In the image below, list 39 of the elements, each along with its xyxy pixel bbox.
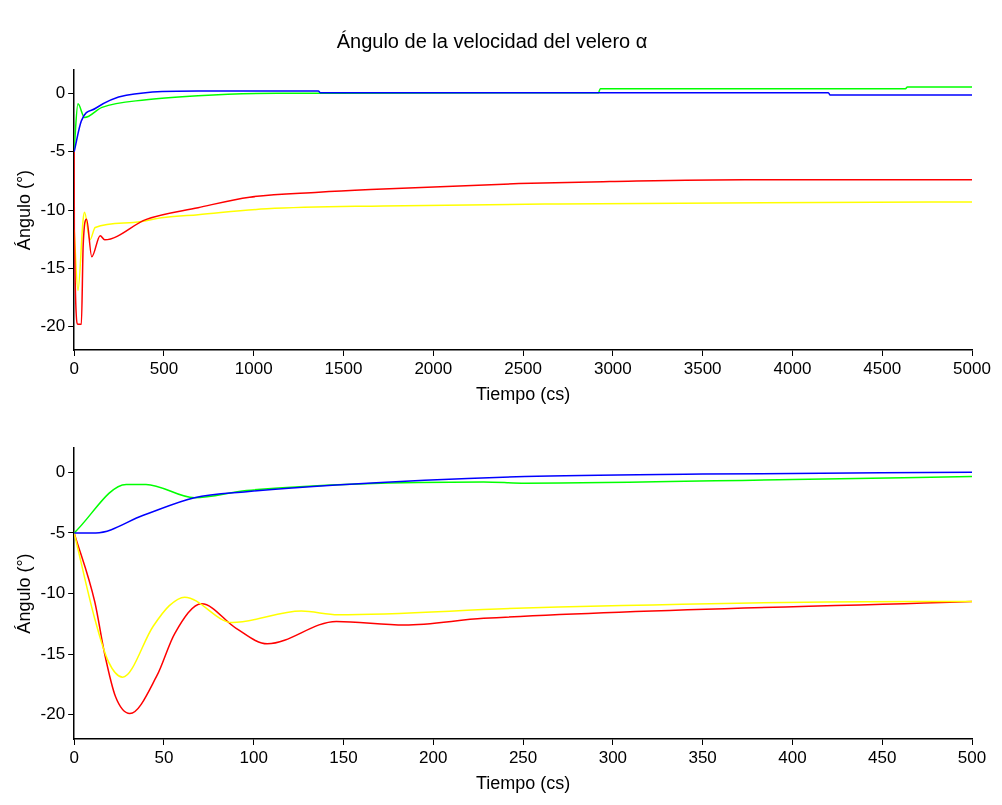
x-tick-label: 0 — [69, 358, 79, 378]
x-tick-label: 3500 — [683, 358, 722, 378]
x-tick-label: 150 — [329, 747, 358, 767]
x-tick-label: 2500 — [504, 358, 542, 378]
x-tick-label: 4500 — [863, 358, 902, 378]
x-tick-label: 450 — [868, 747, 897, 767]
x-tick-label: 200 — [419, 747, 448, 767]
x-tick-label: 3000 — [593, 358, 632, 378]
y-tick-label: -10 — [40, 583, 66, 603]
x-tick-label: 100 — [239, 747, 268, 767]
x-tick-label: 0 — [69, 747, 79, 767]
x-tick-label: 1000 — [234, 358, 273, 378]
x-tick-label: 500 — [149, 358, 179, 378]
line-series — [74, 532, 972, 678]
x-axis-title: Tiempo (cs) — [475, 384, 571, 405]
y-axis-title: Ángulo (°) — [13, 553, 34, 634]
x-axis-title: Tiempo (cs) — [475, 773, 571, 794]
y-tick-label: 0 — [55, 83, 66, 103]
y-tick-label: -15 — [40, 643, 66, 663]
y-tick-label: -5 — [50, 141, 66, 161]
x-tick-label: 300 — [598, 747, 628, 767]
y-tick-label: -5 — [50, 522, 66, 542]
x-tick-label: 4000 — [773, 358, 812, 378]
x-tick-label: 250 — [508, 747, 538, 767]
y-tick-label: -20 — [40, 704, 66, 724]
chart-title: Ángulo de la velocidad del velero α — [336, 29, 648, 52]
x-tick-label: 50 — [154, 747, 174, 767]
x-tick-label: 500 — [957, 747, 987, 767]
x-tick-label: 1500 — [324, 358, 363, 378]
x-tick-label: 350 — [688, 747, 717, 767]
y-axis-title: Ángulo (°) — [13, 169, 34, 251]
y-tick-label: -20 — [40, 316, 66, 336]
x-tick-label: 400 — [778, 747, 807, 767]
line-series — [74, 201, 972, 292]
y-tick-label: -10 — [40, 199, 66, 219]
y-tick-label: -15 — [40, 258, 66, 278]
x-tick-label: 2000 — [414, 358, 453, 378]
x-tick-label: 5000 — [953, 358, 991, 378]
y-tick-label: 0 — [55, 461, 66, 481]
